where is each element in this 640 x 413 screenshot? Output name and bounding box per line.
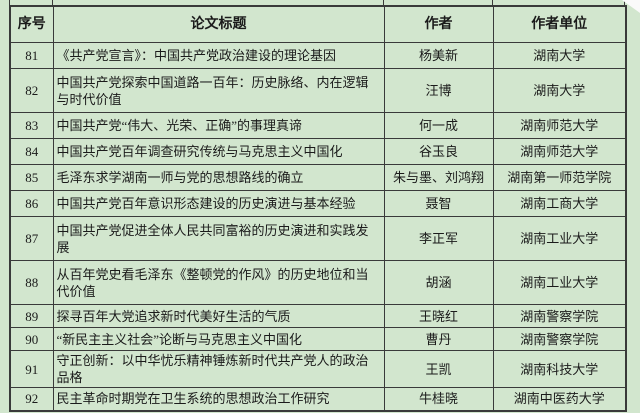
affiliation-cell: 湖南警察学院 [492,304,627,328]
affiliation-cell: 湖南科技大学 [492,350,627,388]
author-cell: 胡涵 [383,260,494,305]
title-cell: 毛泽东求学湖南一师与党的思想路线的确立 [52,164,385,191]
papers-table: 序号 论文标题 作者 作者单位 81 《共产党宣言》：中国共产党政治建设的理论基… [9,5,627,412]
affiliation-cell: 湖南大学 [492,42,627,69]
table-row: 86 中国共产党百年意识形态建设的历史演进与基本经验 聂智 湖南工商大学 [9,190,627,217]
title-cell: 探寻百年大党追求新时代美好生活的气质 [52,304,385,328]
title-cell: 《共产党宣言》：中国共产党政治建设的理论基因 [52,42,385,69]
title-cell: 中国共产党探索中国道路一百年：历史脉络、内在逻辑与时代价值 [52,68,385,113]
col-header-affiliation: 作者单位 [492,5,627,43]
affiliation-cell: 湖南大学 [492,68,627,113]
table-row: 83 中国共产党“伟大、光荣、正确”的事理真谛 何一成 湖南师范大学 [9,112,627,139]
author-cell: 曹丹 [383,327,494,351]
author-cell: 杨美新 [383,42,494,69]
title-cell: 中国共产党促进全体人民共同富裕的历史演进和实践发展 [52,216,385,261]
table-row: 85 毛泽东求学湖南一师与党的思想路线的确立 朱与墨、刘鸿翔 湖南第一师范学院 [9,164,627,191]
author-cell: 王晓红 [383,304,494,328]
table-row: 92 民主革命时期党在卫生系统的思想政治工作研究 牛桂晓 湖南中医药大学 [9,387,627,411]
cutoff-grid-line [52,0,53,6]
table-row: 84 中国共产党百年调查研究传统与马克思主义中国化 谷玉良 湖南师范大学 [9,138,627,165]
affiliation-cell: 湖南工业大学 [492,216,627,261]
table-row: 81 《共产党宣言》：中国共产党政治建设的理论基因 杨美新 湖南大学 [9,42,627,69]
author-cell: 牛桂晓 [383,387,494,411]
affiliation-cell: 湖南师范大学 [492,112,627,139]
affiliation-cell: 湖南警察学院 [492,327,627,351]
table-row: 88 从百年党史看毛泽东《整顿党的作风》的历史地位和当代价值 胡涵 湖南工业大学 [9,260,627,305]
table-body: 81 《共产党宣言》：中国共产党政治建设的理论基因 杨美新 湖南大学 82 中国… [9,42,627,411]
row-number-cell: 90 [9,327,54,351]
cutoff-grid-line [383,0,384,6]
affiliation-cell: 湖南工业大学 [492,260,627,305]
title-cell: 中国共产党百年调查研究传统与马克思主义中国化 [52,138,385,165]
cutoff-grid-line [492,0,493,6]
row-number-cell: 91 [9,350,54,388]
author-cell: 王凯 [383,350,494,388]
table-row: 82 中国共产党探索中国道路一百年：历史脉络、内在逻辑与时代价值 汪博 湖南大学 [9,68,627,113]
title-cell: 从百年党史看毛泽东《整顿党的作风》的历史地位和当代价值 [52,260,385,305]
author-cell: 谷玉良 [383,138,494,165]
table-row: 89 探寻百年大党追求新时代美好生活的气质 王晓红 湖南警察学院 [9,304,627,328]
table-row: 87 中国共产党促进全体人民共同富裕的历史演进和实践发展 李正军 湖南工业大学 [9,216,627,261]
row-number-cell: 87 [9,216,54,261]
author-cell: 何一成 [383,112,494,139]
author-cell: 朱与墨、刘鸿翔 [383,164,494,191]
table-row: 91 守正创新：以中华忧乐精神锤炼新时代共产党人的政治品格 王凯 湖南科技大学 [9,350,627,388]
row-number-cell: 92 [9,387,54,411]
row-number-cell: 85 [9,164,54,191]
row-number-cell: 82 [9,68,54,113]
cutoff-grid-line [9,0,10,6]
author-cell: 汪博 [383,68,494,113]
author-cell: 聂智 [383,190,494,217]
row-number-cell: 86 [9,190,54,217]
row-number-cell: 88 [9,260,54,305]
author-cell: 李正军 [383,216,494,261]
title-cell: 守正创新：以中华忧乐精神锤炼新时代共产党人的政治品格 [52,350,385,388]
table-header-row: 序号 论文标题 作者 作者单位 [9,5,627,43]
col-header-index: 序号 [9,5,54,43]
title-cell: 中国共产党百年意识形态建设的历史演进与基本经验 [52,190,385,217]
row-number-cell: 83 [9,112,54,139]
affiliation-cell: 湖南中医药大学 [492,387,627,411]
title-cell: 中国共产党“伟大、光荣、正确”的事理真谛 [52,112,385,139]
col-header-title: 论文标题 [52,5,385,43]
affiliation-cell: 湖南师范大学 [492,138,627,165]
col-header-author: 作者 [383,5,494,43]
row-number-cell: 89 [9,304,54,328]
table-row: 90 “新民主主义社会”论断与马克思主义中国化 曹丹 湖南警察学院 [9,327,627,351]
row-number-cell: 84 [9,138,54,165]
title-cell: “新民主主义社会”论断与马克思主义中国化 [52,327,385,351]
affiliation-cell: 湖南工商大学 [492,190,627,217]
title-cell: 民主革命时期党在卫生系统的思想政治工作研究 [52,387,385,411]
row-number-cell: 81 [9,42,54,69]
cutoff-grid-line [624,0,625,6]
affiliation-cell: 湖南第一师范学院 [492,164,627,191]
